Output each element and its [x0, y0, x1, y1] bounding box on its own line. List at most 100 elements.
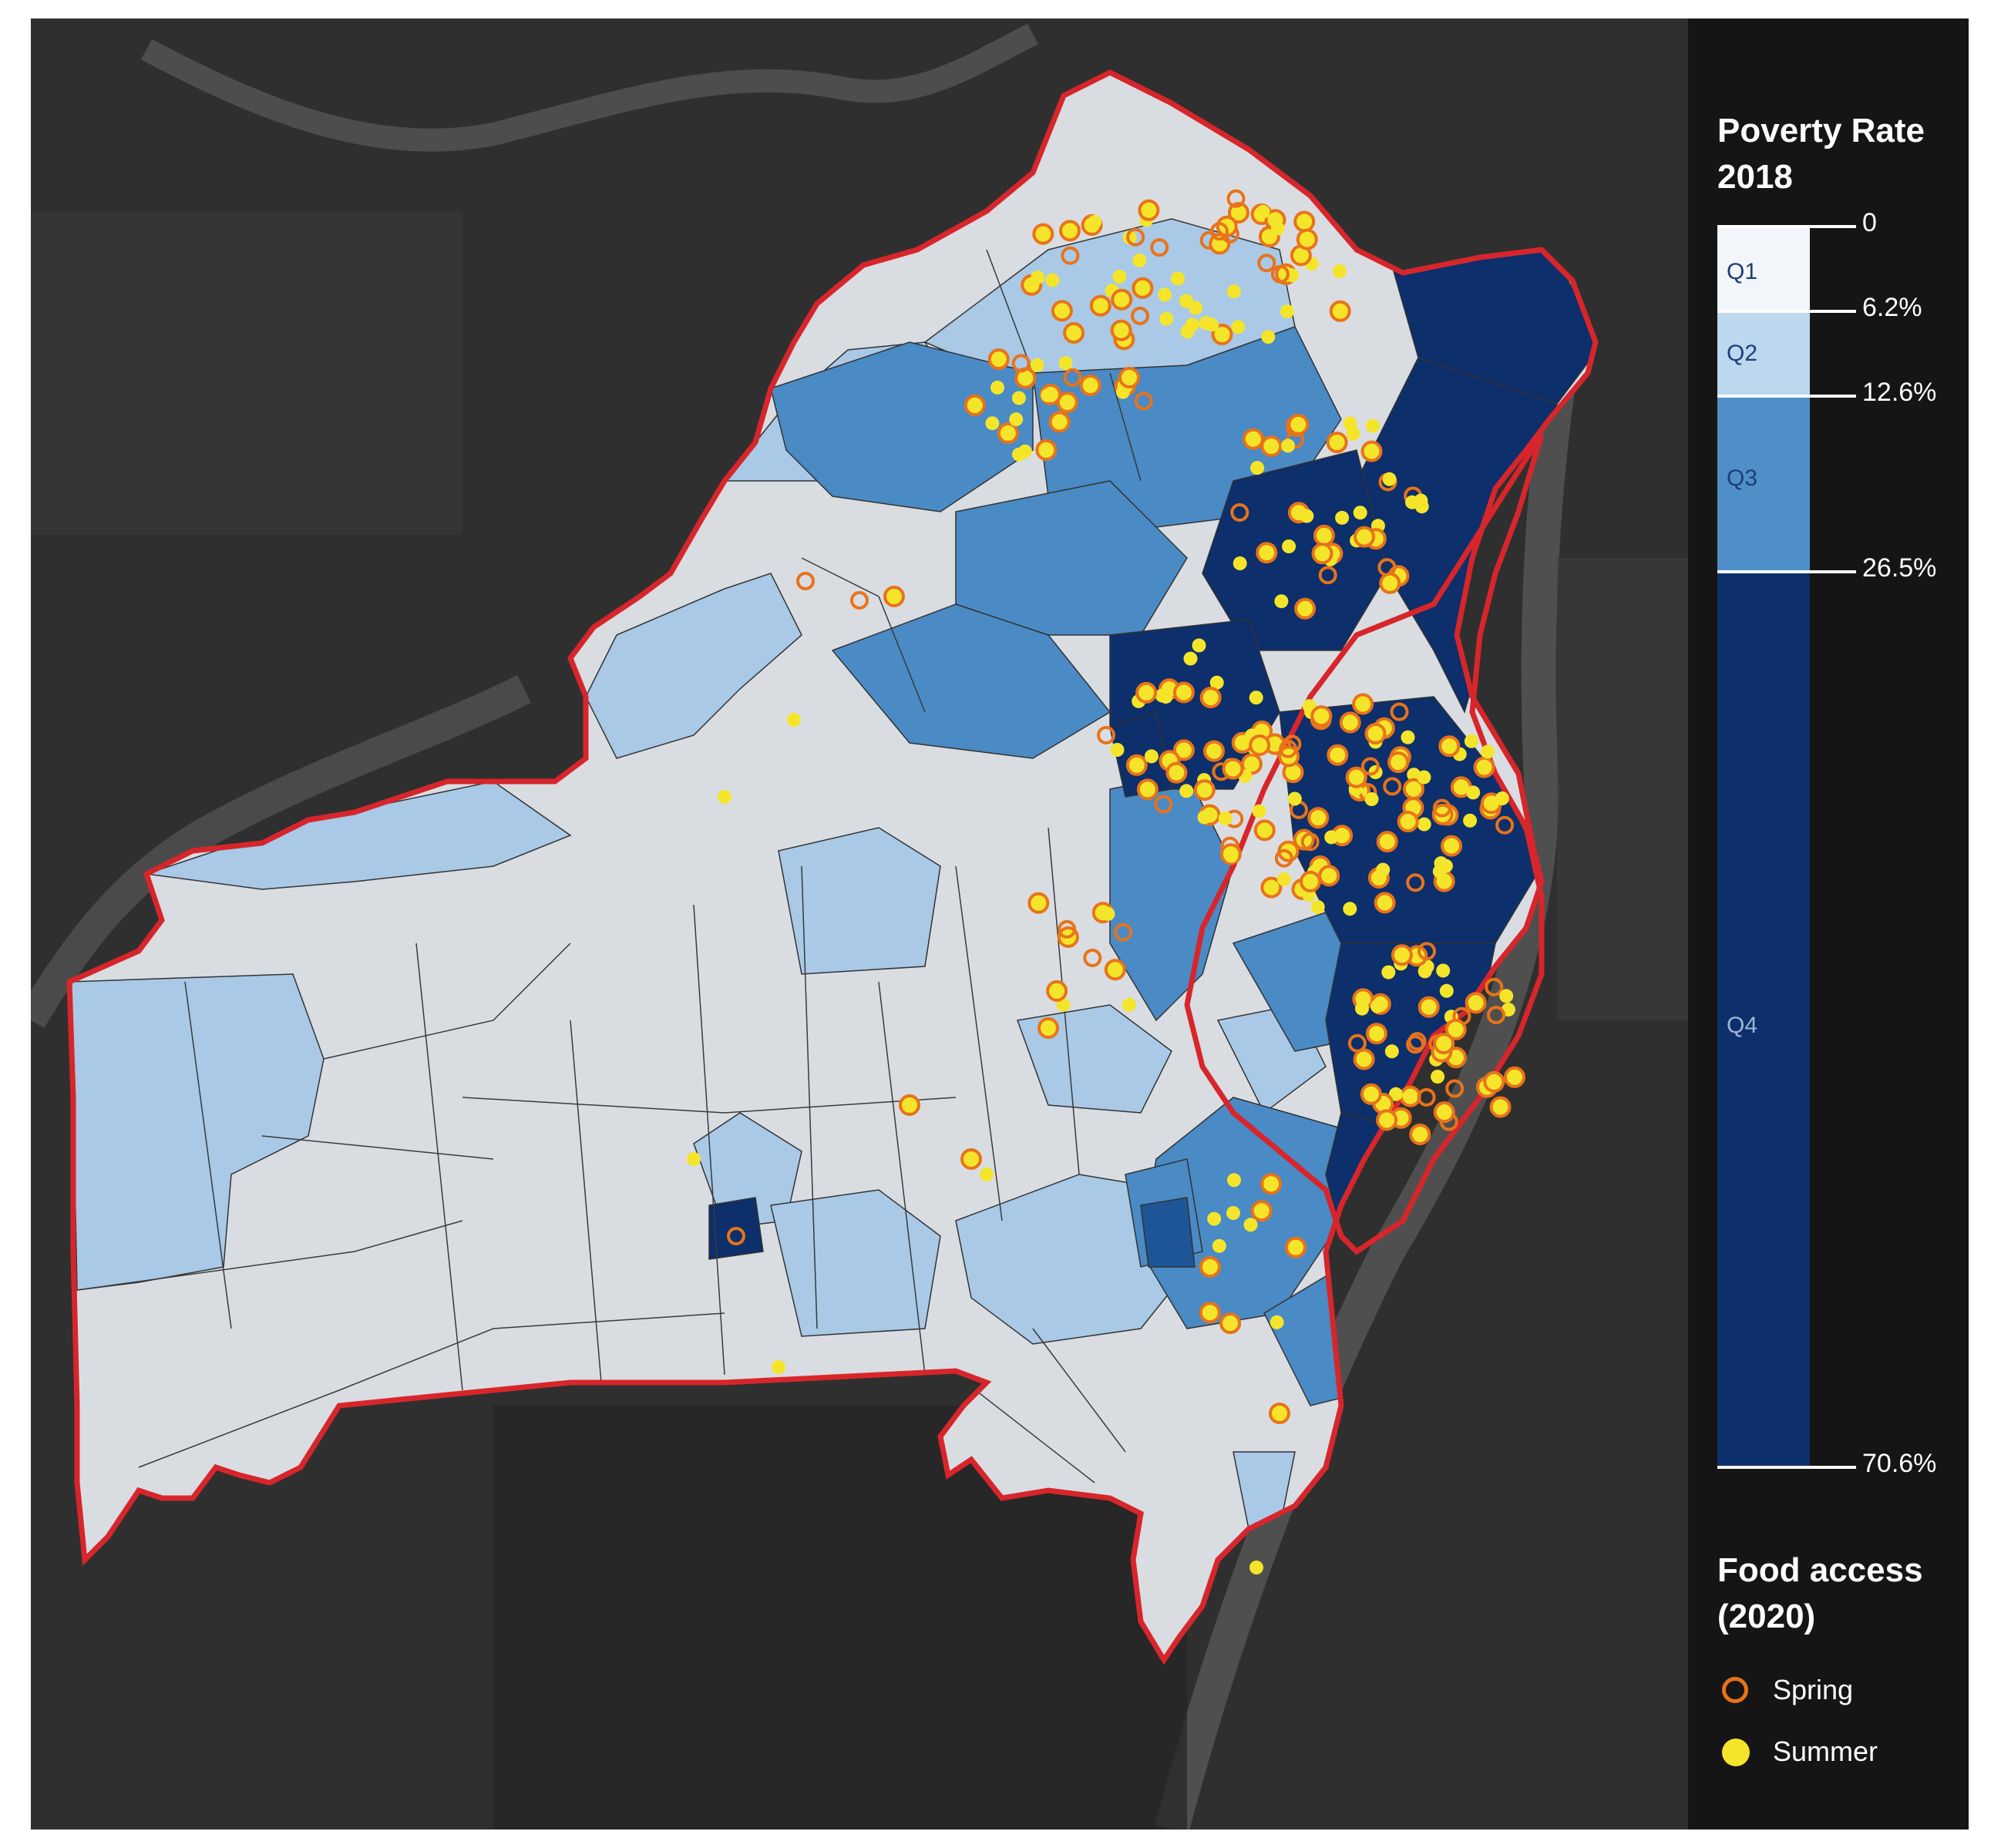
spring-food-site[interactable]	[1390, 702, 1409, 721]
spring-summer-food-site[interactable]	[1354, 526, 1375, 548]
spring-food-site[interactable]	[1226, 189, 1246, 208]
spring-summer-food-site[interactable]	[1327, 744, 1349, 766]
spring-food-site[interactable]	[1407, 1032, 1427, 1051]
summer-food-site[interactable]	[1495, 791, 1509, 805]
summer-food-site[interactable]	[1243, 1218, 1258, 1232]
summer-food-site[interactable]	[787, 713, 801, 727]
spring-summer-food-site[interactable]	[1256, 542, 1278, 564]
spring-summer-food-site[interactable]	[1172, 739, 1195, 761]
spring-summer-food-site[interactable]	[1063, 322, 1085, 344]
spring-summer-food-site[interactable]	[1397, 811, 1419, 833]
summer-food-site[interactable]	[1261, 330, 1276, 344]
spring-summer-food-site[interactable]	[1035, 438, 1058, 461]
summer-food-site[interactable]	[1205, 318, 1219, 332]
spring-food-site[interactable]	[1383, 777, 1402, 796]
summer-food-site[interactable]	[1226, 1206, 1240, 1220]
summer-food-site[interactable]	[1212, 1238, 1226, 1253]
spring-summer-food-site[interactable]	[1311, 543, 1333, 565]
spring-food-site[interactable]	[1097, 726, 1115, 744]
spring-summer-food-site[interactable]	[1269, 1403, 1290, 1424]
summer-food-site[interactable]	[1224, 848, 1239, 863]
summer-food-site[interactable]	[1401, 730, 1415, 744]
summer-food-site[interactable]	[1343, 416, 1357, 431]
spring-food-site[interactable]	[1270, 264, 1290, 284]
summer-food-site[interactable]	[1366, 418, 1380, 433]
spring-summer-food-site[interactable]	[1051, 300, 1073, 322]
spring-food-site[interactable]	[1083, 949, 1102, 967]
summer-food-site[interactable]	[772, 1360, 785, 1374]
summer-food-site[interactable]	[1058, 356, 1073, 370]
spring-summer-food-site[interactable]	[1483, 1070, 1505, 1093]
summer-food-site[interactable]	[1466, 785, 1481, 800]
spring-summer-food-site[interactable]	[899, 1094, 920, 1116]
spring-summer-food-site[interactable]	[1409, 1124, 1431, 1145]
spring-summer-food-site[interactable]	[1438, 735, 1461, 758]
spring-summer-food-site[interactable]	[1027, 892, 1050, 914]
summer-food-site[interactable]	[1464, 734, 1478, 748]
summer-food-site[interactable]	[1432, 864, 1447, 879]
spring-summer-food-site[interactable]	[1329, 300, 1351, 322]
spring-summer-food-site[interactable]	[1465, 992, 1487, 1014]
spring-summer-food-site[interactable]	[1441, 835, 1462, 857]
spring-summer-food-site[interactable]	[1285, 1236, 1307, 1258]
spring-summer-food-site[interactable]	[1504, 1066, 1525, 1088]
spring-summer-food-site[interactable]	[1444, 1018, 1467, 1040]
spring-summer-food-site[interactable]	[1365, 1023, 1387, 1045]
spring-summer-food-site[interactable]	[1110, 319, 1132, 341]
spring-summer-food-site[interactable]	[1138, 199, 1160, 221]
summer-food-site[interactable]	[1384, 1044, 1399, 1059]
spring-food-site[interactable]	[1360, 757, 1380, 776]
spring-summer-food-site[interactable]	[1489, 1096, 1512, 1118]
summer-food-site[interactable]	[1324, 830, 1339, 845]
spring-food-site[interactable]	[796, 572, 815, 590]
spring-summer-food-site[interactable]	[1433, 1033, 1455, 1055]
summer-food-site[interactable]	[1183, 651, 1198, 666]
summer-food-site[interactable]	[1481, 744, 1495, 759]
summer-food-site[interactable]	[1031, 270, 1045, 284]
spring-summer-food-site[interactable]	[1222, 758, 1244, 780]
summer-food-site[interactable]	[1436, 963, 1451, 978]
tract-q4[interactable]	[1140, 1197, 1196, 1268]
summer-food-site[interactable]	[1274, 594, 1289, 609]
spring-summer-food-site[interactable]	[1399, 1085, 1421, 1107]
summer-food-site[interactable]	[1207, 1211, 1222, 1226]
spring-food-site[interactable]	[1279, 739, 1298, 758]
summer-food-site[interactable]	[1249, 690, 1263, 705]
spring-food-site[interactable]	[1432, 798, 1451, 818]
spring-summer-food-site[interactable]	[1037, 1017, 1059, 1039]
summer-food-site[interactable]	[1041, 388, 1055, 402]
spring-food-site[interactable]	[1061, 246, 1080, 265]
summer-food-site[interactable]	[1276, 872, 1291, 886]
summer-food-site[interactable]	[1227, 1173, 1241, 1188]
spring-summer-food-site[interactable]	[997, 422, 1019, 444]
spring-summer-food-site[interactable]	[1199, 687, 1222, 709]
summer-food-site[interactable]	[1270, 221, 1285, 236]
spring-summer-food-site[interactable]	[1118, 367, 1141, 388]
spring-food-site[interactable]	[1417, 1087, 1436, 1107]
summer-food-site[interactable]	[1370, 999, 1385, 1013]
summer-food-site[interactable]	[1155, 688, 1169, 703]
tract-q3[interactable]	[770, 341, 1034, 512]
summer-food-site[interactable]	[1011, 391, 1026, 405]
summer-food-site[interactable]	[1270, 1315, 1284, 1329]
summer-food-site[interactable]	[1418, 964, 1432, 979]
summer-food-site[interactable]	[1417, 770, 1431, 785]
summer-food-site[interactable]	[1158, 287, 1172, 302]
spring-food-site[interactable]	[1487, 1006, 1505, 1025]
spring-summer-food-site[interactable]	[1089, 294, 1111, 317]
spring-food-site[interactable]	[1300, 832, 1320, 852]
summer-food-site[interactable]	[1122, 230, 1137, 245]
summer-food-site[interactable]	[1226, 284, 1241, 299]
spring-summer-food-site[interactable]	[1048, 411, 1071, 433]
summer-food-site[interactable]	[985, 416, 1000, 431]
spring-summer-food-site[interactable]	[1376, 831, 1398, 853]
summer-food-site[interactable]	[1179, 784, 1194, 798]
spring-summer-food-site[interactable]	[1387, 751, 1410, 774]
spring-summer-food-site[interactable]	[1287, 413, 1310, 435]
summer-food-site[interactable]	[1388, 1087, 1403, 1101]
tract-q2[interactable]	[778, 827, 941, 975]
summer-food-site[interactable]	[1249, 1561, 1263, 1574]
summer-food-site[interactable]	[1281, 438, 1295, 453]
summer-food-site[interactable]	[1376, 862, 1391, 877]
spring-summer-food-site[interactable]	[1199, 1302, 1221, 1324]
